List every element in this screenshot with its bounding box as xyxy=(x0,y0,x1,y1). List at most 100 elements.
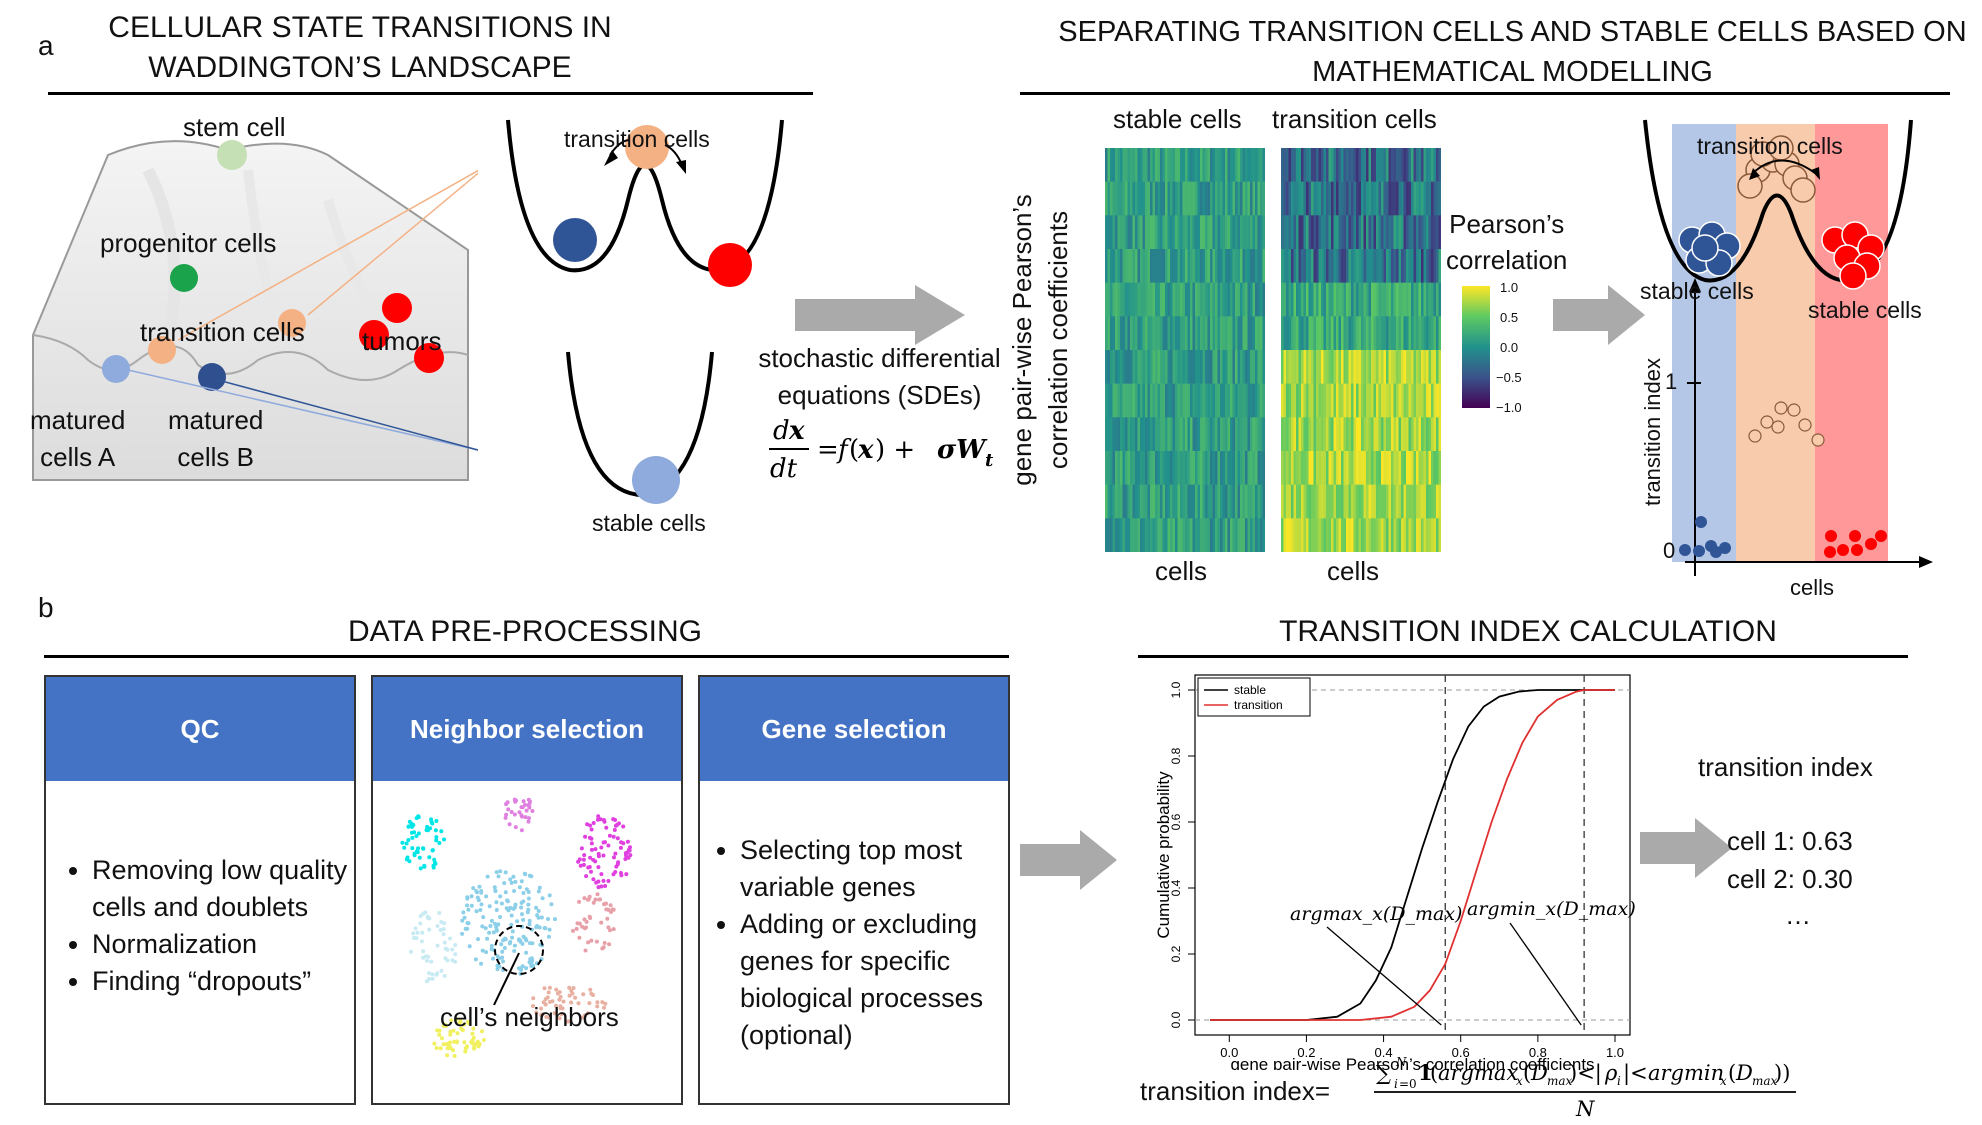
schematic-stable-right-label: stable cells xyxy=(1808,297,1922,323)
heatmap-cell xyxy=(1247,282,1251,317)
heatmap-cell xyxy=(1152,181,1156,216)
heatmap-cell xyxy=(1346,451,1349,485)
heatmap-cell xyxy=(1177,417,1181,452)
heatmap-cell xyxy=(1260,148,1263,182)
heatmap-cell xyxy=(1152,215,1156,250)
heatmap-cell xyxy=(1132,215,1136,250)
heatmap-cell xyxy=(1308,518,1312,552)
heatmap-cell xyxy=(1403,249,1407,283)
heatmap-cell xyxy=(1195,249,1198,283)
scatter-point xyxy=(476,937,480,942)
heatmap-cell xyxy=(1371,518,1374,552)
heatmap-cell xyxy=(1107,148,1111,182)
heatmap-cell xyxy=(1428,148,1432,182)
heatmap-cell xyxy=(1283,316,1287,351)
heatmap-cell xyxy=(1105,181,1108,216)
heatmap-cell xyxy=(1403,383,1407,418)
heatmap-cell xyxy=(1311,518,1314,552)
scatter-point xyxy=(471,1035,476,1040)
heatmap-cell xyxy=(1283,518,1287,552)
scatter-point xyxy=(416,815,421,820)
heatmap-cell xyxy=(1185,350,1188,384)
heatmap-cell xyxy=(1393,148,1397,182)
heatmap-cell xyxy=(1291,518,1294,552)
scatter-point xyxy=(601,878,606,883)
heatmap-cell xyxy=(1388,417,1392,452)
list-item: Removing low quality cells and doublets xyxy=(92,852,372,926)
heatmap-cell xyxy=(1286,417,1289,452)
heatmap-cell xyxy=(1363,181,1367,216)
heatmap-cell xyxy=(1358,249,1362,283)
heatmap-cell xyxy=(1175,484,1178,519)
heatmap-cell xyxy=(1157,148,1161,182)
transition-index-formula: ∑ i =0 N 1 ( argmax x ( D max )<| ρ i |<… xyxy=(1374,1055,1796,1121)
scatter-point xyxy=(407,859,412,864)
scatter-point xyxy=(587,1001,592,1006)
scatter-point xyxy=(430,848,435,853)
heatmap-cell xyxy=(1361,316,1364,351)
heatmap-cell xyxy=(1371,148,1374,182)
heatmap-cell xyxy=(1386,316,1389,351)
heatmap-cell xyxy=(1252,417,1256,452)
heatmap-cell xyxy=(1418,383,1422,418)
heatmap-cell xyxy=(1247,350,1251,384)
heatmap-cell xyxy=(1257,316,1261,351)
heatmap-cell xyxy=(1306,148,1309,182)
heatmap-cell xyxy=(1298,249,1302,283)
heatmap-cell xyxy=(1408,451,1412,485)
heatmap-cell xyxy=(1368,215,1372,250)
heatmap-cell xyxy=(1142,451,1146,485)
heatmap-cell xyxy=(1336,148,1339,182)
label-line: matured xyxy=(168,405,264,435)
heatmap-cell xyxy=(1341,518,1344,552)
heatmap-cell xyxy=(1421,282,1424,317)
scatter-point xyxy=(519,828,524,833)
heatmap-cell xyxy=(1343,148,1347,182)
heatmap-cell xyxy=(1423,181,1427,216)
heatmap-cell xyxy=(1120,282,1123,317)
heatmap-cell xyxy=(1378,417,1382,452)
heatmap-cell xyxy=(1288,148,1292,182)
heatmap-cell xyxy=(1182,181,1186,216)
svg-text:(: ( xyxy=(1523,1061,1531,1085)
heatmap-cell xyxy=(1205,249,1208,283)
label-line: gene pair-wise Pearson’s xyxy=(1007,194,1037,486)
heatmap-cell xyxy=(1217,350,1221,384)
heatmap-cell xyxy=(1190,249,1193,283)
heatmap-cell xyxy=(1262,417,1265,452)
heatmap-cell xyxy=(1368,451,1372,485)
heatmap-cell xyxy=(1252,484,1256,519)
heatmap-cell xyxy=(1240,451,1243,485)
heatmap-cell xyxy=(1245,484,1248,519)
heatmap-cell xyxy=(1182,451,1186,485)
heatmap-cell xyxy=(1242,316,1246,351)
scatter-point xyxy=(582,917,587,922)
heatmap-cell xyxy=(1112,181,1116,216)
heatmap-cell xyxy=(1283,249,1287,283)
heatmap-cell xyxy=(1288,249,1292,283)
heatmap-cell xyxy=(1180,417,1183,452)
heatmap-cell xyxy=(1212,451,1216,485)
heatmap-cell xyxy=(1185,181,1188,216)
heatmap-cell xyxy=(1323,451,1327,485)
heatmap-cell xyxy=(1333,249,1337,283)
heatmap-cell xyxy=(1112,148,1116,182)
heatmap-cell xyxy=(1281,451,1284,485)
heatmap-cell xyxy=(1321,249,1324,283)
heatmap-cell xyxy=(1316,383,1319,418)
scatter-point xyxy=(569,988,574,993)
heatmap-cell xyxy=(1150,249,1153,283)
panel-b-right-title: TRANSITION INDEX CALCULATION xyxy=(1279,615,1777,648)
heatmap-cell xyxy=(1207,484,1211,519)
heatmap-cell xyxy=(1202,148,1206,182)
heatmap-cell xyxy=(1195,383,1198,418)
heatmap-cell xyxy=(1132,148,1136,182)
scatter-point xyxy=(588,987,593,992)
heatmap-cell xyxy=(1293,215,1297,250)
heatmap-cell xyxy=(1416,484,1419,519)
heatmap-cell xyxy=(1373,451,1377,485)
scatter-point xyxy=(585,822,590,827)
scatter-point xyxy=(412,830,417,835)
heatmap-cell xyxy=(1326,148,1329,182)
heatmap-cell xyxy=(1333,484,1337,519)
